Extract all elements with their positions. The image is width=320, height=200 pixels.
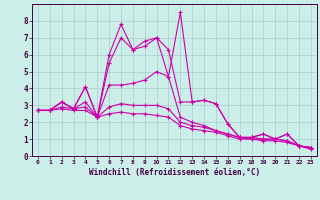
- X-axis label: Windchill (Refroidissement éolien,°C): Windchill (Refroidissement éolien,°C): [89, 168, 260, 177]
